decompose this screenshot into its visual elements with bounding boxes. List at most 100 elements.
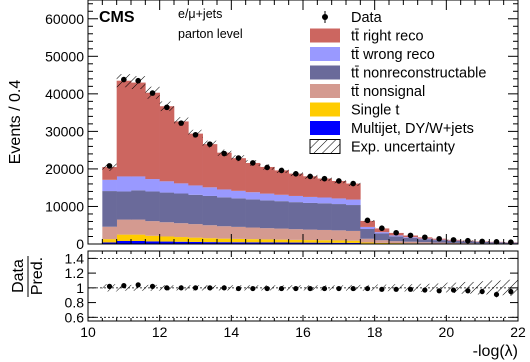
x-tick-label: 20 — [439, 324, 455, 340]
legend-label: Data — [351, 10, 383, 26]
bar-s4-b11 — [260, 193, 275, 201]
bar-s1-b18 — [360, 242, 375, 244]
bar-s2-b18 — [360, 238, 375, 243]
ratio-point-18 — [364, 285, 371, 292]
bar-s1-b15 — [317, 240, 332, 243]
bar-s0-b15 — [317, 242, 332, 244]
ratio-point-5 — [178, 285, 184, 291]
bar-s3-b2 — [131, 190, 146, 220]
ratio-point-12 — [278, 285, 285, 292]
bar-s1-b11 — [260, 239, 275, 243]
y-tick-label: 10000 — [45, 198, 84, 214]
channel-annotation: e/μ+jets — [178, 7, 222, 21]
legend-marker — [322, 14, 328, 20]
legend-label: Exp. uncertainty — [351, 140, 456, 156]
bar-s2-b3 — [145, 221, 160, 236]
ratio-point-6 — [192, 285, 199, 291]
bar-s2-b14 — [303, 229, 318, 241]
bar-s4-b19 — [374, 232, 390, 234]
data-point-15 — [321, 175, 328, 182]
main-axis-ticks: 0 10000 20000 30000 40000 50000 60000 — [45, 3, 518, 252]
bar-s0-b0 — [102, 242, 117, 244]
data-point-0 — [106, 163, 113, 169]
bar-s1-b9 — [231, 238, 246, 243]
ratio-point-13 — [293, 285, 299, 292]
bar-s2-b22 — [417, 242, 433, 244]
bar-s3-b19 — [374, 233, 390, 241]
bar-s4-b12 — [274, 194, 289, 202]
bar-s3-b22 — [417, 239, 433, 243]
bar-s3-b4 — [159, 192, 175, 223]
ratio-point-26 — [479, 288, 485, 295]
bar-s5-b4 — [159, 106, 175, 182]
bar-s3-b14 — [303, 202, 318, 230]
x-tick-label: 22 — [510, 324, 526, 340]
bar-s4-b5 — [174, 183, 189, 194]
bar-s3-b0 — [102, 191, 117, 227]
bar-s5-b16 — [331, 180, 347, 199]
bar-s0-b6 — [188, 241, 203, 244]
bar-s0-b2 — [131, 240, 146, 244]
data-point-25 — [465, 237, 471, 244]
bar-s1-b12 — [274, 239, 289, 243]
legend-entry-7: Exp. uncertainty — [309, 139, 456, 156]
bar-s4-b16 — [331, 198, 347, 205]
ratio-point-17 — [350, 285, 356, 292]
legend-label: tt̄ wrong reco — [351, 47, 435, 63]
ratio-unc-b23 — [432, 283, 447, 293]
bar-s2-b5 — [174, 223, 189, 238]
bar-s2-b20 — [389, 241, 404, 244]
bar-s2-b10 — [245, 227, 261, 240]
bar-s4-b3 — [145, 179, 160, 192]
bar-s2-b16 — [331, 230, 347, 241]
legend-entry-5: Single t — [310, 102, 399, 119]
data-point-22 — [422, 234, 428, 241]
y-tick-label: 50000 — [45, 48, 84, 64]
bar-s1-b8 — [217, 238, 232, 243]
data-point-20 — [393, 229, 399, 236]
legend-label: tt̄ nonsignal — [351, 84, 425, 100]
legend-swatch — [310, 65, 340, 80]
series-4 — [102, 176, 518, 243]
ratio-point-20 — [393, 286, 399, 292]
stacked-histogram — [102, 80, 518, 244]
data-point-5 — [178, 120, 184, 126]
data-point-18 — [364, 217, 371, 224]
legend: Data tt̄ right reco tt̄ wrong reco tt̄ nonr… — [309, 10, 486, 156]
bar-s4-b7 — [202, 187, 218, 196]
bar-s4-b14 — [303, 196, 318, 203]
bar-s2-b2 — [131, 219, 146, 235]
bar-s5-b2 — [131, 82, 146, 177]
legend-hatch-swatch — [309, 139, 341, 154]
series-1 — [102, 234, 518, 244]
data-point-13 — [293, 171, 299, 177]
bar-s0-b16 — [331, 242, 347, 244]
x-axis-title: -log(λ) — [473, 343, 518, 360]
legend-swatch — [310, 47, 340, 61]
bar-s4-b9 — [231, 190, 246, 199]
data-point-2 — [135, 77, 141, 84]
ratio-point-21 — [407, 286, 414, 292]
bar-s0-b3 — [145, 241, 160, 244]
legend-label: Single t — [351, 103, 399, 119]
y-tick-label: 60000 — [45, 11, 84, 27]
bar-s4-b6 — [188, 185, 203, 195]
ratio-point-8 — [221, 285, 227, 291]
bar-s4-b8 — [217, 189, 232, 198]
y-tick-label: 0 — [76, 236, 84, 252]
data-point-3 — [149, 90, 156, 96]
data-point-14 — [307, 173, 313, 180]
bar-s5-b13 — [288, 173, 304, 196]
bar-s1-b6 — [188, 237, 203, 242]
bar-s4-b13 — [288, 195, 304, 203]
legend-entry-4: tt̄ nonsignal — [310, 84, 425, 100]
ratio-label-pred: Pred. — [29, 257, 46, 295]
bar-s3-b12 — [274, 201, 289, 229]
bar-s3-b10 — [245, 199, 261, 228]
ratio-point-15 — [321, 285, 328, 292]
bar-s2-b6 — [188, 224, 203, 238]
bar-s3-b17 — [346, 205, 361, 231]
bar-s2-b9 — [231, 226, 246, 239]
bar-s1-b13 — [288, 239, 304, 243]
legend-swatch — [310, 28, 340, 43]
